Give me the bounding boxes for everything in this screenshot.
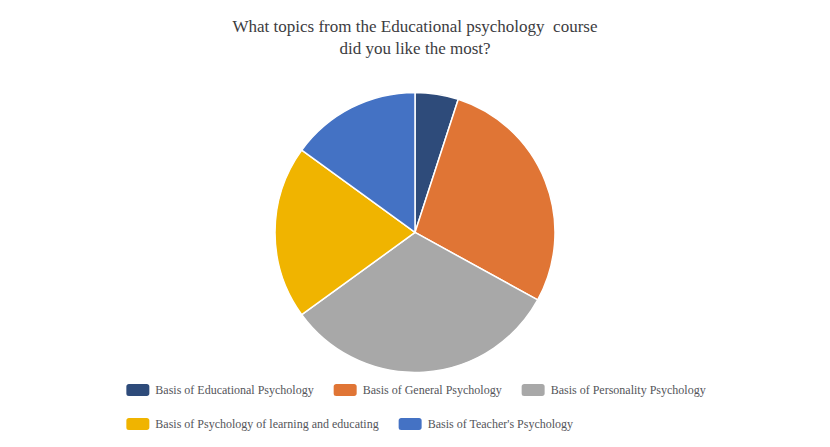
- svg-text:Basis of Psychology of learnin: Basis of Psychology of learning and educ…: [155, 417, 378, 431]
- svg-text:Basis of Teacher's Psychology: Basis of Teacher's Psychology: [428, 417, 573, 431]
- svg-text:What topics from the Education: What topics from the Educational psychol…: [233, 17, 598, 36]
- svg-text:Basis of General Psychology: Basis of General Psychology: [363, 383, 502, 397]
- svg-text:did you like the most?: did you like the most?: [339, 39, 490, 58]
- svg-text:Basis of Personality Psycholog: Basis of Personality Psychology: [551, 383, 706, 397]
- svg-text:Basis of Educational Psycholog: Basis of Educational Psychology: [155, 383, 313, 397]
